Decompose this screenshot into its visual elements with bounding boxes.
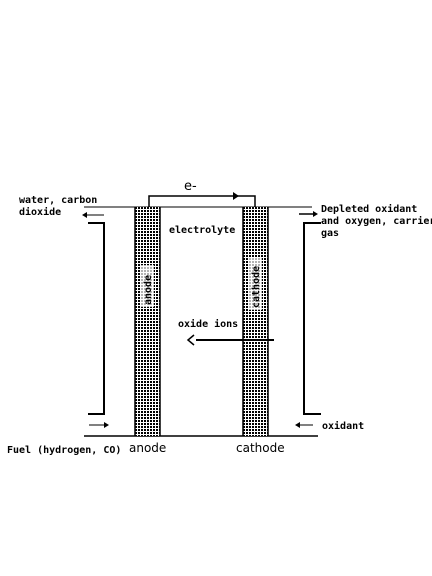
- exhaust-right-arrow-icon: [299, 211, 318, 217]
- cathode-label: cathode: [236, 441, 285, 455]
- top-right-label-line-1: Depleted oxidant: [321, 203, 417, 215]
- anode-vertical-label: anode: [143, 275, 154, 305]
- top-left-label-line-1: water, carbon: [19, 195, 97, 206]
- top-left-label-line-2: dioxide: [19, 206, 61, 218]
- left-bracket: [88, 222, 105, 415]
- fuel-inlet-arrow-icon: [89, 422, 109, 428]
- electrolyte-label: electrolyte: [169, 225, 235, 236]
- anode-label: anode: [129, 441, 166, 455]
- right-bracket: [303, 222, 321, 415]
- anode-vertical-label-group: anode: [141, 265, 154, 307]
- top-right-label-line-2: and oxygen, carrier: [321, 215, 432, 227]
- oxide-ions-label: oxide ions: [178, 318, 238, 330]
- exhaust-left-arrow-icon: [82, 212, 104, 218]
- electron-arrow-icon: [233, 192, 239, 200]
- cathode-electrode: [242, 207, 269, 436]
- cathode-vertical-label-group: cathode: [249, 258, 262, 310]
- svg-text:water, carbon dioxide: water, carbon dioxide: [19, 195, 103, 218]
- oxidant-inlet-arrow-icon: [295, 422, 313, 428]
- top-right-label-line-3: gas: [321, 228, 339, 239]
- electron-label: e-: [184, 179, 197, 194]
- anode-electrode: [134, 207, 161, 436]
- svg-text:Depleted oxidant and oxyge: Depleted oxidant and oxygen, carrier gas: [321, 203, 432, 239]
- electron-circuit: [148, 192, 256, 207]
- oxide-ions-arrow-icon: [186, 334, 274, 346]
- cathode-vertical-label: cathode: [251, 266, 262, 308]
- oxidant-label: oxidant: [322, 420, 364, 432]
- fuel-label: Fuel (hydrogen, CO): [7, 445, 121, 456]
